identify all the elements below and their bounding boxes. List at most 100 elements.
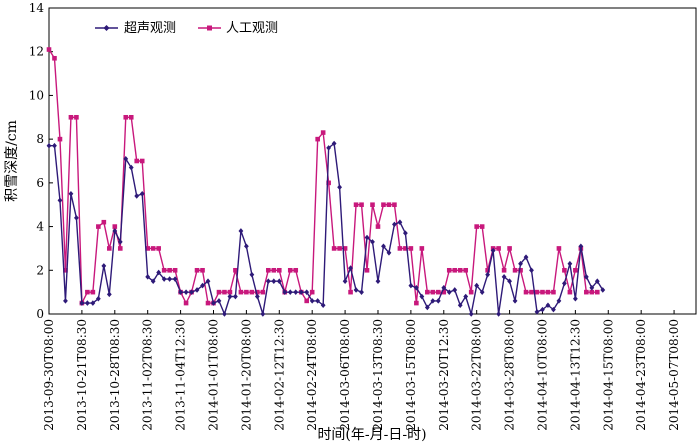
point-ultrasonic-13 (117, 239, 123, 245)
point-manual-48 (309, 289, 315, 295)
plot-area (48, 7, 697, 315)
point-manual-16 (134, 158, 140, 164)
point-manual-3 (63, 267, 68, 273)
point-manual-38 (255, 289, 260, 295)
point-manual-41 (271, 267, 277, 273)
point-ultrasonic-29 (205, 278, 211, 285)
point-manual-92 (551, 289, 556, 295)
point-ultrasonic-63 (392, 221, 397, 228)
point-manual-5 (74, 114, 79, 120)
point-manual-75 (457, 267, 463, 273)
point-ultrasonic-54 (342, 278, 348, 285)
y-axis-title: 积雪深度/cm (4, 120, 20, 202)
point-ultrasonic-60 (375, 278, 381, 285)
point-manual-84 (507, 246, 512, 251)
point-manual-77 (468, 289, 474, 295)
point-ultrasonic-47 (304, 289, 310, 295)
point-manual-52 (331, 246, 337, 251)
point-ultrasonic-93 (556, 298, 562, 304)
point-ultrasonic-33 (227, 293, 233, 300)
point-manual-90 (540, 289, 545, 295)
point-ultrasonic-77 (468, 311, 474, 317)
point-manual-100 (595, 289, 600, 295)
legend-marker-ultrasonic (103, 25, 110, 31)
point-manual-53 (337, 246, 342, 251)
point-manual-71 (435, 289, 441, 295)
point-manual-20 (156, 246, 161, 251)
point-manual-13 (117, 246, 123, 251)
point-ultrasonic-81 (490, 247, 496, 254)
point-manual-45 (293, 267, 299, 273)
point-ultrasonic-95 (567, 260, 573, 267)
point-ultrasonic-32 (222, 311, 227, 317)
legend-marker-manual (207, 25, 212, 31)
point-ultrasonic-64 (397, 219, 403, 225)
point-manual-9 (96, 224, 101, 229)
x-tick-label-16: 2014-04-13T12:30 (568, 319, 582, 431)
point-manual-25 (183, 300, 189, 306)
point-manual-85 (512, 267, 518, 273)
point-ultrasonic-35 (238, 228, 244, 234)
point-ultrasonic-50 (320, 302, 326, 309)
point-manual-70 (430, 289, 436, 295)
point-manual-76 (463, 267, 469, 273)
point-manual-37 (249, 289, 255, 295)
point-manual-87 (523, 289, 529, 295)
point-ultrasonic-12 (112, 228, 118, 234)
point-manual-78 (474, 224, 479, 229)
y-tick-label-2: 2 (36, 263, 44, 277)
point-ultrasonic-92 (551, 306, 556, 313)
point-ultrasonic-44 (287, 289, 293, 295)
point-ultrasonic-75 (457, 302, 463, 309)
point-ultrasonic-97 (578, 243, 584, 250)
point-manual-88 (529, 289, 534, 295)
point-manual-33 (227, 289, 233, 295)
point-ultrasonic-37 (249, 271, 255, 278)
point-manual-82 (496, 246, 501, 251)
point-manual-94 (562, 267, 567, 273)
point-manual-14 (123, 114, 129, 120)
point-ultrasonic-25 (183, 289, 189, 295)
point-manual-72 (441, 289, 447, 295)
point-ultrasonic-85 (512, 298, 518, 304)
point-ultrasonic-21 (161, 276, 167, 282)
plot-frame (48, 7, 697, 315)
y-tick-label-0: 0 (36, 307, 44, 321)
point-ultrasonic-62 (386, 250, 392, 256)
point-manual-54 (342, 246, 348, 251)
point-manual-32 (222, 289, 227, 295)
point-ultrasonic-0 (46, 142, 52, 149)
y-tick-label-14: 14 (29, 1, 45, 15)
point-ultrasonic-49 (315, 298, 321, 304)
point-ultrasonic-18 (145, 274, 151, 280)
point-ultrasonic-30 (211, 300, 216, 306)
point-manual-66 (408, 246, 414, 251)
point-ultrasonic-24 (178, 289, 183, 295)
point-manual-4 (68, 114, 74, 120)
point-ultrasonic-83 (501, 274, 507, 280)
point-ultrasonic-61 (381, 243, 386, 250)
point-manual-27 (194, 267, 200, 273)
point-ultrasonic-91 (545, 302, 551, 309)
legend-label-ultrasonic: 超声观测 (124, 21, 176, 36)
point-manual-63 (392, 202, 397, 208)
x-tick-label-6: 2014-01-20T08:00 (239, 319, 253, 431)
point-ultrasonic-10 (101, 263, 107, 269)
point-manual-61 (381, 202, 386, 208)
point-ultrasonic-14 (123, 156, 129, 162)
point-manual-93 (556, 246, 562, 251)
point-ultrasonic-69 (424, 304, 430, 311)
point-ultrasonic-39 (260, 311, 266, 317)
point-manual-12 (112, 224, 118, 229)
point-ultrasonic-20 (156, 269, 162, 276)
point-manual-1 (52, 55, 57, 61)
point-manual-8 (90, 289, 96, 295)
point-manual-42 (276, 267, 282, 273)
x-tick-label-10: 2014-03-13T08:30 (371, 319, 385, 431)
x-tick-label-3: 2013-11-02T08:30 (141, 319, 155, 431)
point-manual-62 (386, 202, 392, 208)
point-ultrasonic-46 (298, 289, 304, 295)
point-manual-19 (150, 246, 156, 251)
x-tick-label-9: 2014-03-06T08:00 (338, 319, 352, 431)
